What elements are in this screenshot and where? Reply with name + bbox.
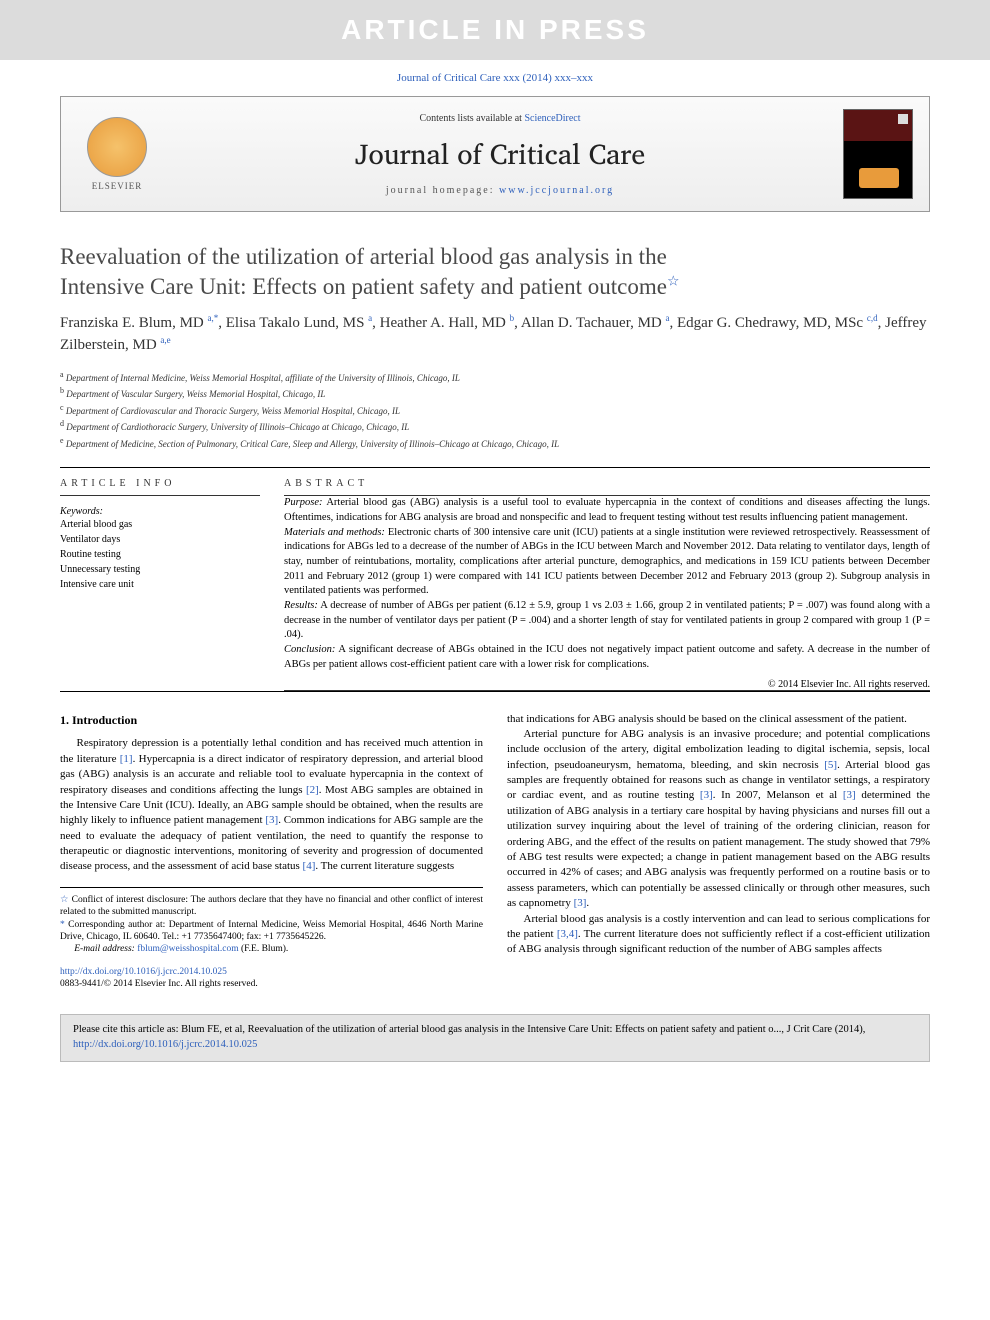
introduction-heading: 1. Introduction: [60, 712, 483, 729]
text-span: . The current literature suggests: [315, 860, 454, 872]
doi-link[interactable]: http://dx.doi.org/10.1016/j.jcrc.2014.10…: [60, 967, 227, 977]
article-title: Reevaluation of the utilization of arter…: [60, 242, 930, 302]
corresponding-text: Corresponding author at: Department of I…: [60, 920, 483, 942]
citation-box: Please cite this article as: Blum FE, et…: [60, 1014, 930, 1061]
citation-link[interactable]: [2]: [306, 784, 319, 796]
email-suffix: (F.E. Blum).: [239, 944, 289, 954]
citation-link[interactable]: [3]: [574, 897, 587, 909]
intro-paragraph-4: Arterial blood gas analysis is a costly …: [507, 912, 930, 958]
text-span: .: [586, 897, 589, 909]
divider: [60, 495, 260, 496]
divider: [284, 690, 930, 691]
citation-link[interactable]: [3]: [265, 814, 278, 826]
footnotes-block: ☆ Conflict of interest disclosure: The a…: [60, 887, 483, 990]
homepage-link[interactable]: www.jccjournal.org: [499, 185, 614, 196]
citation-link[interactable]: [3]: [700, 789, 713, 801]
info-abstract-row: article info Keywords: Arterial blood ga…: [60, 478, 930, 690]
cite-doi-link[interactable]: http://dx.doi.org/10.1016/j.jcrc.2014.10…: [73, 1039, 257, 1050]
title-line-1: Reevaluation of the utilization of arter…: [60, 244, 667, 269]
journal-cover-thumbnail: [843, 109, 913, 199]
intro-paragraph-3: Arterial puncture for ABG analysis is an…: [507, 727, 930, 912]
cite-text: Please cite this article as: Blum FE, et…: [73, 1024, 865, 1035]
article-info-column: article info Keywords: Arterial blood ga…: [60, 478, 260, 690]
text-span: that indications for ABG analysis should…: [507, 713, 907, 725]
elsevier-tree-icon: [87, 117, 147, 177]
email-link[interactable]: fblum@weisshospital.com: [137, 944, 238, 954]
doi-line: http://dx.doi.org/10.1016/j.jcrc.2014.10…: [60, 966, 483, 978]
journal-reference: Journal of Critical Care xxx (2014) xxx–…: [0, 60, 990, 96]
email-label: E-mail address:: [74, 944, 137, 954]
conflict-footnote: ☆ Conflict of interest disclosure: The a…: [60, 894, 483, 919]
purpose-text: Arterial blood gas (ABG) analysis is a u…: [284, 497, 930, 523]
citation-link[interactable]: [1]: [120, 753, 133, 765]
keywords-label: Keywords:: [60, 506, 260, 517]
contents-prefix: Contents lists available at: [419, 113, 524, 124]
journal-header-box: ELSEVIER Contents lists available at Sci…: [60, 96, 930, 212]
conclusion-text: A significant decrease of ABGs obtained …: [284, 644, 930, 670]
methods-label: Materials and methods:: [284, 527, 385, 538]
title-line-2: Intensive Care Unit: Effects on patient …: [60, 274, 667, 299]
journal-name: Journal of Critical Care: [157, 132, 843, 177]
footnote-star-icon: ☆: [60, 895, 69, 905]
affiliations-list: a Department of Internal Medicine, Weiss…: [60, 369, 930, 452]
title-footnote-star-icon: ☆: [667, 274, 680, 289]
issn-copyright: 0883-9441/© 2014 Elsevier Inc. All right…: [60, 978, 483, 990]
keywords-list: Arterial blood gasVentilator daysRoutine…: [60, 517, 260, 592]
authors-list: Franziska E. Blum, MD a,*, Elisa Takalo …: [60, 312, 930, 357]
article-in-press-banner: ARTICLE IN PRESS: [0, 0, 990, 60]
citation-link[interactable]: [4]: [303, 860, 316, 872]
abstract-column: abstract Purpose: Arterial blood gas (AB…: [284, 478, 930, 690]
purpose-label: Purpose:: [284, 497, 323, 508]
citation-link[interactable]: [3]: [843, 789, 856, 801]
journal-homepage-line: journal homepage: www.jccjournal.org: [157, 185, 843, 196]
body-two-columns: 1. Introduction Respiratory depression i…: [60, 712, 930, 991]
email-footnote: E-mail address: fblum@weisshospital.com …: [60, 943, 483, 955]
article-info-heading: article info: [60, 478, 260, 495]
results-text: A decrease of number of ABGs per patient…: [284, 600, 930, 640]
results-label: Results:: [284, 600, 318, 611]
abstract-heading: abstract: [284, 478, 930, 495]
citation-link[interactable]: [5]: [824, 759, 837, 771]
intro-paragraph-2: that indications for ABG analysis should…: [507, 712, 930, 727]
abstract-body: Purpose: Arterial blood gas (ABG) analys…: [284, 496, 930, 672]
sciencedirect-link[interactable]: ScienceDirect: [524, 113, 580, 124]
divider: [60, 467, 930, 468]
homepage-prefix: journal homepage:: [386, 185, 499, 196]
text-span: determined the utilization of ABG analys…: [507, 789, 930, 909]
citation-link[interactable]: [3,4]: [557, 928, 578, 940]
divider: [60, 691, 930, 692]
elsevier-logo: ELSEVIER: [77, 109, 157, 199]
article-content: Reevaluation of the utilization of arter…: [0, 212, 990, 1000]
intro-paragraph-1: Respiratory depression is a potentially …: [60, 736, 483, 875]
corresponding-footnote: * Corresponding author at: Department of…: [60, 919, 483, 944]
header-center: Contents lists available at ScienceDirec…: [157, 113, 843, 196]
contents-lists-line: Contents lists available at ScienceDirec…: [157, 113, 843, 124]
conflict-text: Conflict of interest disclosure: The aut…: [60, 895, 483, 917]
text-span: . In 2007, Melanson et al: [713, 789, 843, 801]
abstract-copyright: © 2014 Elsevier Inc. All rights reserved…: [284, 679, 930, 690]
publisher-name: ELSEVIER: [92, 181, 143, 191]
conclusion-label: Conclusion:: [284, 644, 335, 655]
